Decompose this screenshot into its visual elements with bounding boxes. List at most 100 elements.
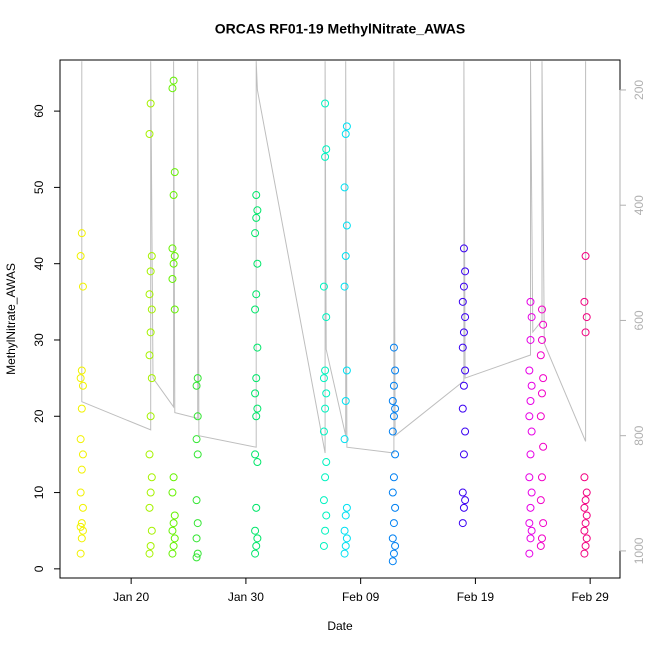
point bbox=[536, 351, 545, 360]
point bbox=[253, 404, 262, 413]
point bbox=[581, 519, 590, 528]
point bbox=[146, 488, 155, 497]
point bbox=[527, 526, 536, 535]
point bbox=[526, 335, 535, 344]
point bbox=[319, 541, 328, 550]
point bbox=[77, 366, 86, 375]
point bbox=[458, 488, 467, 497]
point bbox=[526, 397, 535, 406]
point bbox=[170, 168, 179, 177]
point bbox=[389, 473, 398, 482]
y-tick-label: 20 bbox=[32, 409, 46, 423]
point bbox=[147, 473, 156, 482]
point bbox=[145, 450, 154, 459]
plot-box bbox=[59, 59, 621, 579]
y-axis-label: MethylNitrate_AWAS bbox=[4, 263, 18, 375]
point bbox=[342, 122, 351, 131]
point bbox=[77, 404, 86, 413]
point bbox=[525, 412, 534, 421]
point bbox=[342, 534, 351, 543]
x-tick-label: Jan 20 bbox=[113, 590, 149, 604]
point bbox=[389, 412, 398, 421]
point bbox=[78, 282, 87, 291]
point bbox=[458, 519, 467, 528]
x-tick-label: Feb 29 bbox=[571, 590, 609, 604]
point bbox=[169, 259, 178, 268]
point bbox=[389, 549, 398, 558]
point bbox=[78, 526, 87, 535]
point bbox=[459, 244, 468, 253]
point bbox=[322, 511, 331, 520]
point bbox=[525, 519, 534, 528]
point bbox=[580, 473, 589, 482]
point bbox=[76, 549, 85, 558]
point bbox=[458, 297, 467, 306]
point bbox=[77, 519, 86, 528]
point bbox=[169, 76, 178, 85]
point bbox=[389, 381, 398, 390]
point bbox=[581, 496, 590, 505]
point bbox=[322, 458, 331, 467]
point bbox=[251, 229, 260, 238]
point bbox=[539, 320, 548, 329]
point bbox=[459, 328, 468, 337]
point bbox=[342, 503, 351, 512]
point bbox=[340, 435, 349, 444]
point bbox=[192, 553, 201, 562]
point bbox=[76, 522, 85, 531]
point bbox=[252, 503, 261, 512]
point bbox=[321, 526, 330, 535]
point bbox=[322, 145, 331, 154]
point bbox=[391, 366, 400, 375]
y-tick-label: 50 bbox=[32, 180, 46, 194]
x-axis-label: Date bbox=[327, 619, 353, 633]
point bbox=[525, 473, 534, 482]
point bbox=[525, 549, 534, 558]
point bbox=[319, 374, 328, 383]
point bbox=[168, 244, 177, 253]
point bbox=[147, 252, 156, 261]
point bbox=[252, 374, 261, 383]
point bbox=[168, 84, 177, 93]
point bbox=[341, 130, 350, 138]
point bbox=[389, 343, 398, 352]
point bbox=[537, 534, 546, 543]
y-tick-label: 30 bbox=[32, 333, 46, 347]
point bbox=[537, 389, 546, 398]
point bbox=[253, 534, 262, 543]
chart-title: ORCAS RF01-19 MethylNitrate_AWAS bbox=[215, 21, 466, 37]
point bbox=[251, 450, 260, 459]
point bbox=[251, 389, 260, 398]
point bbox=[341, 252, 350, 261]
point bbox=[526, 534, 535, 543]
point bbox=[527, 488, 536, 497]
point bbox=[342, 366, 351, 375]
point bbox=[170, 511, 179, 520]
point bbox=[251, 526, 260, 535]
point bbox=[341, 511, 350, 520]
point bbox=[322, 389, 331, 398]
point bbox=[193, 412, 202, 421]
point bbox=[389, 519, 398, 528]
point bbox=[193, 450, 202, 459]
point bbox=[170, 534, 179, 543]
point bbox=[459, 503, 468, 512]
point bbox=[321, 404, 330, 413]
point bbox=[388, 427, 397, 436]
point bbox=[342, 221, 351, 230]
y2-tick-label: 600 bbox=[632, 310, 646, 330]
point bbox=[253, 343, 262, 352]
point bbox=[193, 519, 202, 528]
point bbox=[168, 274, 177, 283]
x-tick-label: Feb 09 bbox=[342, 590, 380, 604]
point bbox=[581, 541, 590, 550]
point bbox=[537, 305, 546, 314]
point bbox=[253, 259, 262, 268]
point bbox=[147, 526, 156, 535]
point bbox=[536, 412, 545, 421]
point bbox=[459, 282, 468, 291]
point bbox=[78, 450, 87, 459]
point bbox=[145, 290, 154, 299]
point bbox=[145, 130, 154, 138]
